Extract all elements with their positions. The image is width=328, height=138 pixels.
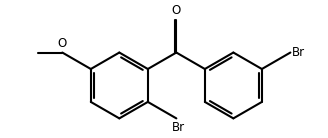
Text: Br: Br	[292, 46, 305, 59]
Text: Br: Br	[172, 121, 185, 134]
Text: O: O	[172, 4, 181, 17]
Text: O: O	[58, 37, 67, 50]
